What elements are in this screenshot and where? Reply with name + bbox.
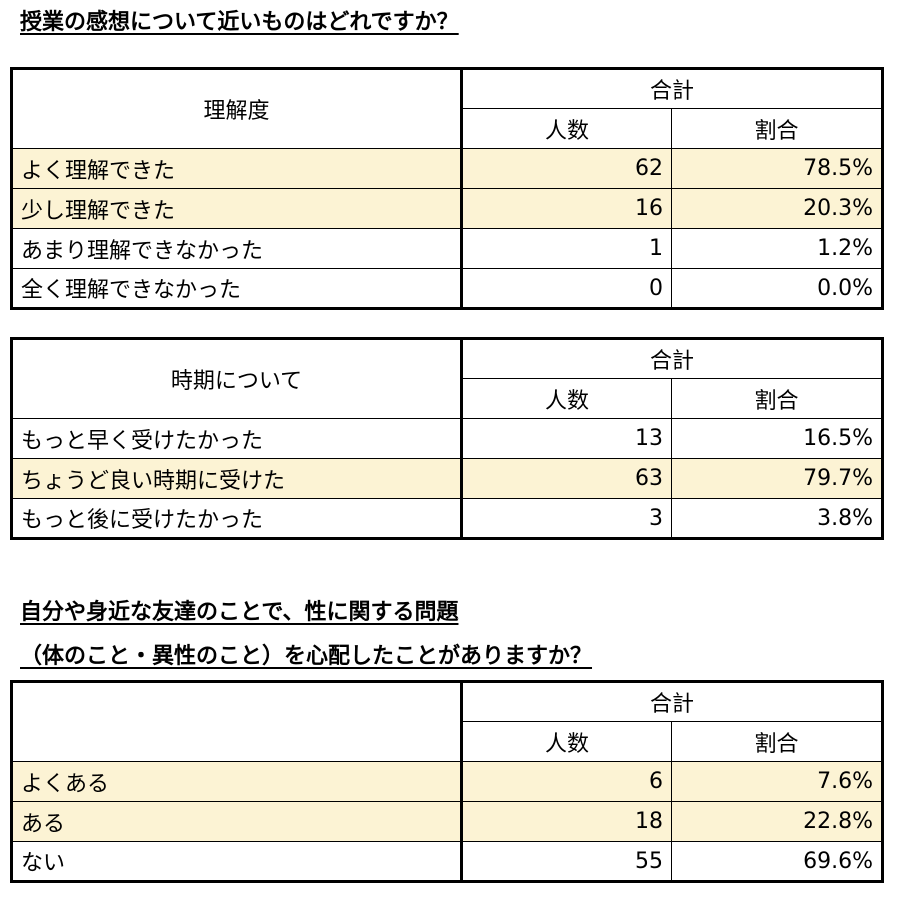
row-count: 18 — [461, 801, 672, 842]
table-header-count: 人数 — [461, 721, 672, 762]
row-count: 6 — [461, 761, 672, 802]
row-ratio: 78.5% — [670, 148, 884, 189]
table-row: あまり理解できなかった 1 1.2% — [11, 228, 884, 269]
table-header-total: 合計 — [460, 681, 884, 722]
row-count: 0 — [461, 268, 672, 309]
row-label: よく理解できた — [11, 148, 463, 189]
row-label: ある — [11, 801, 463, 842]
table-header-ratio: 割合 — [670, 721, 884, 762]
survey-question-1-title: 授業の感想について近いものはどれですか？ — [20, 10, 459, 35]
row-ratio: 1.2% — [670, 228, 884, 269]
row-label: よくある — [11, 761, 463, 802]
concern-table: 合計 人数 割合 よくある 6 7.6% ある 18 22.8% ない 55 6… — [10, 680, 885, 883]
timing-table: 時期について 合計 人数 割合 もっと早く受けたかった 13 16.5% ちょう… — [10, 337, 885, 540]
table-header-label — [11, 681, 463, 762]
table-header-total: 合計 — [460, 338, 884, 379]
table-row: ある 18 22.8% — [11, 801, 884, 842]
table-row: もっと早く受けたかった 13 16.5% — [11, 418, 884, 459]
row-label: もっと早く受けたかった — [11, 418, 463, 459]
table-header-label: 時期について — [11, 338, 463, 419]
row-ratio: 3.8% — [670, 498, 884, 539]
row-label: 全く理解できなかった — [11, 268, 463, 309]
table-header-count: 人数 — [461, 378, 672, 419]
row-count: 1 — [461, 228, 672, 269]
table-header-ratio: 割合 — [670, 108, 884, 149]
comprehension-table: 理解度 合計 人数 割合 よく理解できた 62 78.5% 少し理解できた 16… — [10, 67, 885, 310]
row-ratio: 22.8% — [670, 801, 884, 842]
row-ratio: 20.3% — [670, 188, 884, 229]
table-header-count: 人数 — [461, 108, 672, 149]
row-ratio: 69.6% — [670, 841, 884, 882]
table-row: ない 55 69.6% — [11, 841, 884, 882]
survey-question-2-title-line1: 自分や身近な友達のことで、性に関する問題 — [20, 600, 459, 625]
table-header-label: 理解度 — [11, 68, 463, 149]
row-ratio: 16.5% — [670, 418, 884, 459]
row-label: もっと後に受けたかった — [11, 498, 463, 539]
row-count: 13 — [461, 418, 672, 459]
row-ratio: 79.7% — [670, 458, 884, 499]
table-row: 少し理解できた 16 20.3% — [11, 188, 884, 229]
table-row: よくある 6 7.6% — [11, 761, 884, 802]
row-count: 62 — [461, 148, 672, 189]
survey-question-2-title-line2: （体のこと・異性のこと）を心配したことがありますか？ — [20, 644, 593, 669]
row-label: ない — [11, 841, 463, 882]
row-ratio: 7.6% — [670, 761, 884, 802]
table-row: よく理解できた 62 78.5% — [11, 148, 884, 189]
table-header-ratio: 割合 — [670, 378, 884, 419]
row-count: 63 — [461, 458, 672, 499]
row-label: 少し理解できた — [11, 188, 463, 229]
row-ratio: 0.0% — [670, 268, 884, 309]
row-count: 3 — [461, 498, 672, 539]
table-row: ちょうど良い時期に受けた 63 79.7% — [11, 458, 884, 499]
row-label: ちょうど良い時期に受けた — [11, 458, 463, 499]
row-label: あまり理解できなかった — [11, 228, 463, 269]
row-count: 16 — [461, 188, 672, 229]
row-count: 55 — [461, 841, 672, 882]
table-header-total: 合計 — [460, 68, 884, 109]
table-row: もっと後に受けたかった 3 3.8% — [11, 498, 884, 539]
table-row: 全く理解できなかった 0 0.0% — [11, 268, 884, 309]
